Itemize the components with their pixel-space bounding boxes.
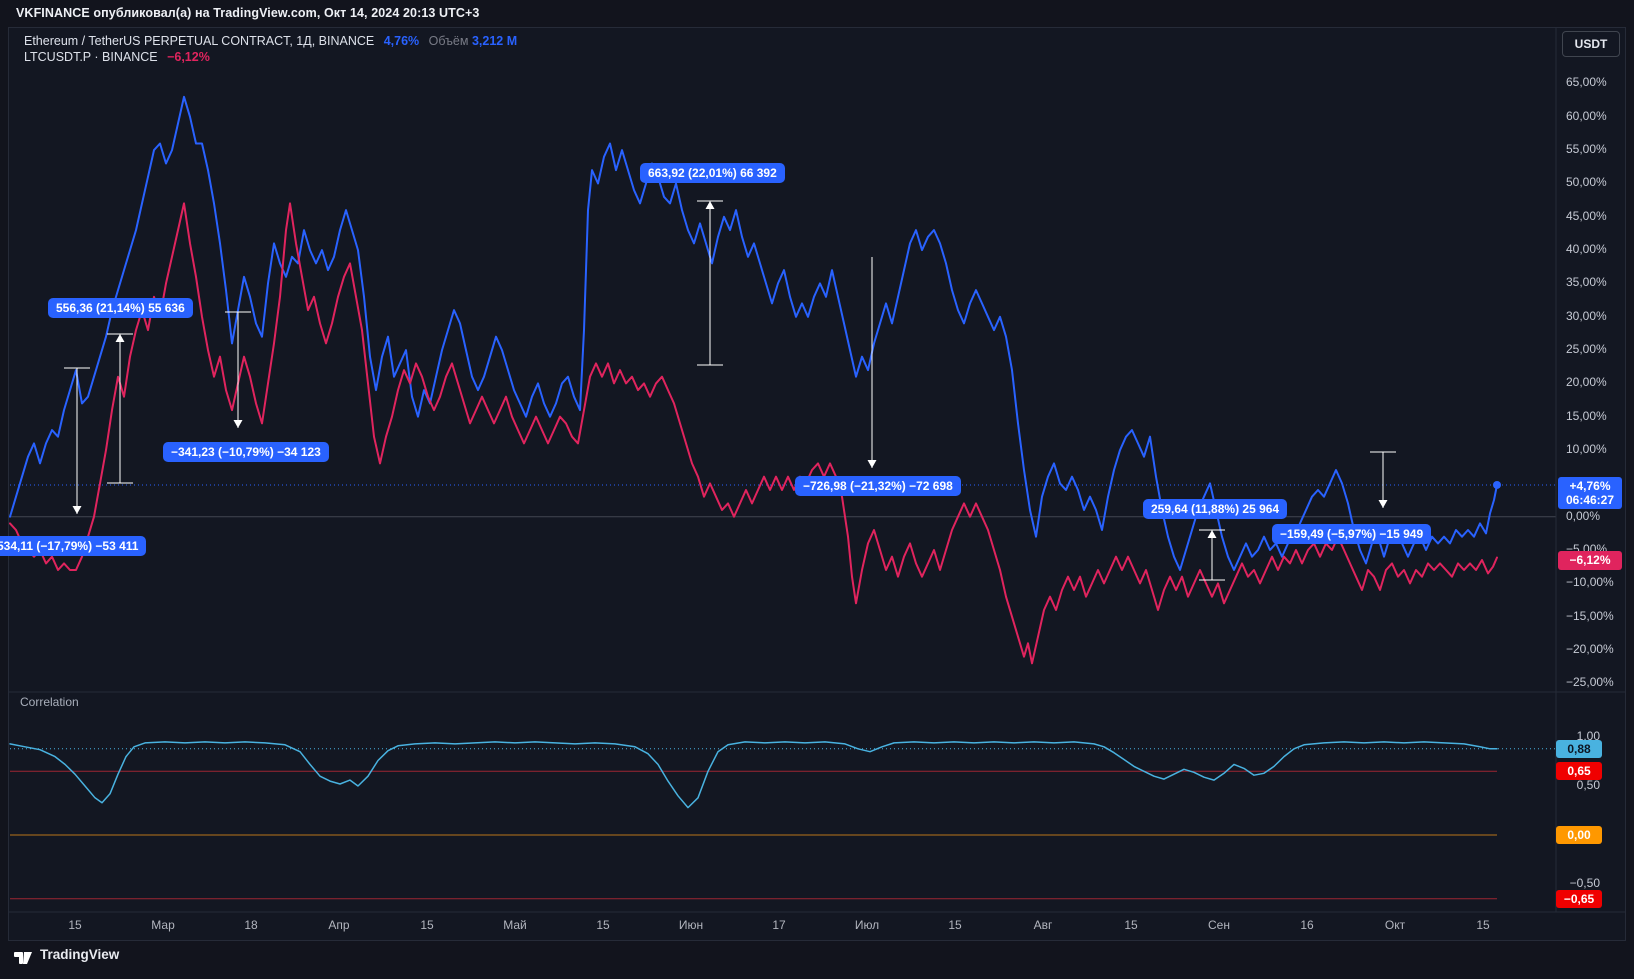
correlation-axis-tick: 0,50 — [1576, 778, 1600, 792]
measure-arrow-head — [867, 460, 877, 468]
ltc-symbol-title[interactable]: LTCUSDT.P · BINANCE — [24, 50, 158, 64]
price-axis-tick: 50,00% — [1566, 175, 1607, 190]
time-axis-label: Окт — [1384, 918, 1406, 932]
time-axis-label: Июл — [854, 918, 880, 932]
chart-legend: Ethereum / TetherUS PERPETUAL CONTRACT, … — [24, 33, 517, 65]
measure-arrow-head — [705, 201, 715, 209]
time-axis-label: Сен — [1208, 918, 1230, 932]
price-axis-tick: −15,00% — [1566, 608, 1614, 623]
volume-label: Объём — [428, 34, 469, 48]
time-axis-label: 15 — [1124, 918, 1138, 932]
correlation-zero-label: 0,00 — [1556, 826, 1602, 844]
measure-arrow-head — [72, 506, 82, 514]
price-axis-tick: 20,00% — [1566, 375, 1607, 390]
correlation-axis-tick: −0,50 — [1569, 876, 1600, 890]
chart-widget: Ethereum / TetherUS PERPETUAL CONTRACT, … — [0, 27, 1626, 941]
time-axis-label: 15 — [1476, 918, 1490, 932]
time-axis-label: 15 — [420, 918, 434, 932]
price-axis-tick: −20,00% — [1566, 642, 1614, 656]
correlation-current-label: 0,88 — [1556, 740, 1602, 758]
time-axis-label: Май — [503, 918, 527, 932]
measure-label[interactable]: −726,98 (−21,32%) −72 698 — [795, 476, 961, 496]
price-axis-tick: 40,00% — [1566, 242, 1607, 257]
time-axis-label: Мар — [151, 918, 175, 932]
chart-canvas[interactable] — [8, 27, 1626, 941]
correlation-lower-band-label: −0,65 — [1556, 890, 1602, 908]
eth-symbol-title[interactable]: Ethereum / TetherUS PERPETUAL CONTRACT, … — [24, 34, 375, 48]
ltc-last-value-label: −6,12% — [1558, 551, 1622, 570]
measure-label[interactable]: −341,23 (−10,79%) −34 123 — [163, 442, 329, 462]
eth-last-change: +4,76% — [1569, 479, 1611, 493]
price-axis-tick: 25,00% — [1566, 342, 1607, 357]
ltc-change-pct: −6,12% — [167, 50, 210, 64]
eth-bar-countdown: 06:46:27 — [1565, 493, 1615, 507]
price-axis-tick: −25,00% — [1566, 675, 1614, 690]
measure-label[interactable]: 556,36 (21,14%) 55 636 — [48, 298, 193, 318]
eth-last-point-dot — [1493, 480, 1501, 489]
measure-label[interactable]: −159,49 (−5,97%) −15 949 — [1272, 524, 1432, 544]
time-axis-label: 16 — [1300, 918, 1314, 932]
legend-row-ltc[interactable]: LTCUSDT.P · BINANCE −6,12% — [24, 49, 517, 65]
volume-value: 3,212 M — [471, 34, 518, 48]
ltc-line-series — [9, 202, 1498, 665]
eth-line-series — [9, 95, 1498, 571]
eth-change-pct: 4,76% — [383, 34, 420, 48]
eth-last-value-label: +4,76% 06:46:27 — [1558, 477, 1622, 509]
time-axis-label: 15 — [596, 918, 610, 932]
price-axis-tick: 30,00% — [1566, 308, 1607, 323]
correlation-series — [9, 741, 1498, 809]
correlation-indicator-title[interactable]: Correlation — [20, 695, 79, 709]
attribution-text: VKFINANCE опубликовал(а) на TradingView.… — [16, 6, 480, 20]
price-axis-tick: 0,00% — [1566, 508, 1601, 523]
widget-border — [8, 27, 1626, 941]
measure-label[interactable]: −534,11 (−17,79%) −53 411 — [0, 536, 147, 556]
price-axis-tick: 60,00% — [1566, 108, 1607, 123]
measure-arrow-head — [233, 420, 243, 428]
measure-label[interactable]: 663,92 (22,01%) 66 392 — [640, 163, 785, 183]
attribution-bar: VKFINANCE опубликовал(а) на TradingView.… — [16, 6, 479, 24]
time-axis-label: Авг — [1033, 918, 1053, 932]
price-axis-tick: −10,00% — [1566, 575, 1614, 590]
measure-arrow-head — [115, 334, 125, 342]
tradingview-logo-icon — [14, 952, 32, 964]
price-axis-tick: 15,00% — [1566, 408, 1607, 423]
price-axis-tick: 35,00% — [1566, 275, 1607, 290]
correlation-axis-tick: 1,00 — [1576, 729, 1600, 743]
price-axis-tick: 55,00% — [1566, 142, 1607, 157]
price-axis-tick: 65,00% — [1566, 75, 1607, 90]
time-axis-label: 15 — [68, 918, 82, 932]
time-axis-label: 18 — [244, 918, 258, 932]
tradingview-branding[interactable]: TradingView — [14, 945, 119, 964]
price-axis-tick: 45,00% — [1566, 208, 1607, 223]
measure-label[interactable]: 259,64 (11,88%) 25 964 — [1143, 499, 1288, 519]
tradingview-logo-text: TradingView — [40, 947, 120, 962]
measure-arrow-head — [1378, 500, 1388, 508]
legend-row-eth[interactable]: Ethereum / TetherUS PERPETUAL CONTRACT, … — [24, 33, 517, 49]
time-axis-label: 17 — [772, 918, 786, 932]
time-axis-label: Июн — [678, 918, 704, 932]
correlation-upper-band-label: 0,65 — [1556, 762, 1602, 780]
time-axis-label: Апр — [328, 918, 350, 932]
currency-unit-button[interactable]: USDT — [1562, 31, 1620, 57]
price-axis-tick: 10,00% — [1566, 442, 1607, 457]
measure-arrow-head — [1207, 530, 1217, 538]
time-axis-label: 15 — [948, 918, 962, 932]
